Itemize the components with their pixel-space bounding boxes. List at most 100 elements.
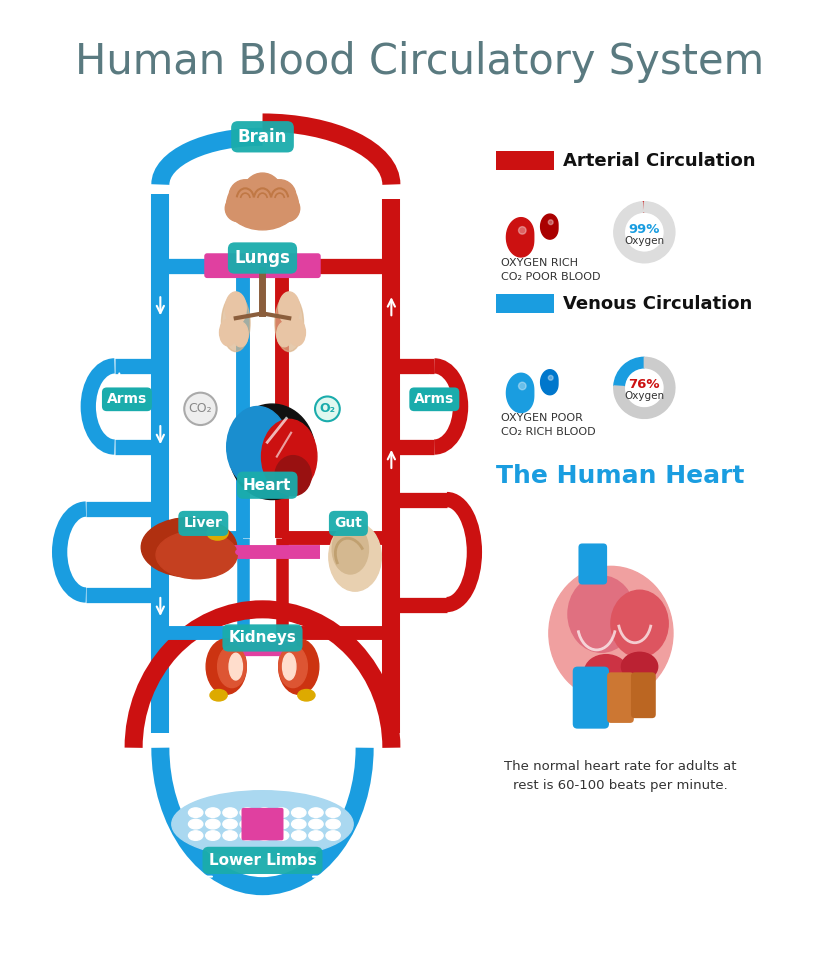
Ellipse shape: [291, 819, 306, 829]
Ellipse shape: [172, 791, 353, 858]
Ellipse shape: [326, 819, 340, 829]
Ellipse shape: [210, 690, 227, 701]
Text: Liver: Liver: [184, 516, 223, 530]
Ellipse shape: [223, 831, 237, 840]
Text: O₂: O₂: [319, 403, 335, 416]
Circle shape: [229, 179, 261, 213]
Ellipse shape: [611, 590, 668, 657]
Wedge shape: [614, 358, 644, 386]
Text: Lungs: Lungs: [234, 249, 291, 267]
Wedge shape: [643, 202, 644, 213]
Ellipse shape: [206, 819, 220, 829]
Polygon shape: [507, 218, 533, 257]
Circle shape: [518, 226, 526, 234]
Ellipse shape: [219, 319, 237, 346]
Ellipse shape: [188, 808, 202, 817]
Ellipse shape: [275, 819, 289, 829]
FancyBboxPatch shape: [241, 808, 283, 840]
Ellipse shape: [240, 819, 255, 829]
Text: The normal heart rate for adults at
rest is 60-100 beats per minute.: The normal heart rate for adults at rest…: [504, 760, 737, 793]
FancyBboxPatch shape: [579, 544, 607, 584]
Text: Oxygen: Oxygen: [624, 391, 664, 402]
Ellipse shape: [326, 808, 340, 817]
Circle shape: [549, 375, 553, 380]
Ellipse shape: [218, 646, 246, 688]
FancyBboxPatch shape: [496, 294, 554, 314]
Ellipse shape: [291, 808, 306, 817]
Text: The Human Heart: The Human Heart: [496, 464, 745, 488]
Circle shape: [225, 195, 252, 221]
Text: 76%: 76%: [628, 378, 660, 391]
FancyBboxPatch shape: [607, 672, 634, 723]
Ellipse shape: [298, 690, 315, 701]
Ellipse shape: [229, 404, 315, 500]
Ellipse shape: [326, 831, 340, 840]
Text: Kidneys: Kidneys: [228, 630, 297, 646]
Text: 99%: 99%: [628, 222, 660, 236]
Polygon shape: [541, 214, 558, 239]
FancyBboxPatch shape: [496, 151, 554, 171]
Wedge shape: [614, 358, 675, 418]
Text: Oxygen: Oxygen: [624, 236, 664, 246]
Polygon shape: [507, 373, 533, 413]
Ellipse shape: [275, 294, 303, 352]
Ellipse shape: [622, 653, 658, 681]
Ellipse shape: [223, 819, 237, 829]
Text: Arterial Circulation: Arterial Circulation: [563, 152, 756, 170]
Ellipse shape: [227, 407, 289, 488]
Ellipse shape: [223, 808, 237, 817]
Ellipse shape: [279, 646, 307, 688]
Ellipse shape: [288, 319, 306, 346]
Text: Venous Circulation: Venous Circulation: [563, 295, 753, 313]
Ellipse shape: [279, 292, 300, 325]
Circle shape: [244, 173, 281, 212]
Circle shape: [549, 220, 553, 224]
Ellipse shape: [279, 639, 319, 694]
Ellipse shape: [332, 524, 369, 574]
Circle shape: [264, 179, 296, 213]
Ellipse shape: [309, 831, 323, 840]
Circle shape: [273, 195, 300, 221]
Ellipse shape: [207, 526, 228, 540]
Ellipse shape: [275, 808, 289, 817]
Circle shape: [239, 189, 267, 218]
Ellipse shape: [257, 819, 271, 829]
Ellipse shape: [291, 831, 306, 840]
Text: Arms: Arms: [107, 392, 147, 407]
FancyBboxPatch shape: [631, 672, 656, 718]
Text: OXYGEN RICH
CO₂ POOR BLOOD: OXYGEN RICH CO₂ POOR BLOOD: [501, 259, 601, 282]
Ellipse shape: [222, 294, 250, 352]
Text: CO₂: CO₂: [189, 403, 213, 416]
Wedge shape: [614, 202, 675, 263]
Ellipse shape: [585, 655, 627, 688]
Ellipse shape: [240, 831, 255, 840]
Text: Arms: Arms: [414, 392, 454, 407]
Ellipse shape: [188, 831, 202, 840]
Ellipse shape: [275, 456, 311, 496]
Ellipse shape: [141, 517, 237, 577]
Text: Lower Limbs: Lower Limbs: [208, 853, 317, 868]
Polygon shape: [541, 369, 558, 395]
Ellipse shape: [206, 639, 246, 694]
Text: Heart: Heart: [243, 477, 291, 493]
Ellipse shape: [156, 531, 237, 579]
Circle shape: [518, 382, 526, 390]
FancyBboxPatch shape: [573, 666, 609, 729]
Ellipse shape: [227, 177, 298, 230]
Ellipse shape: [257, 831, 271, 840]
Ellipse shape: [188, 819, 202, 829]
Circle shape: [258, 189, 286, 218]
Ellipse shape: [309, 808, 323, 817]
Text: Human Blood Circulatory System: Human Blood Circulatory System: [76, 41, 764, 83]
Text: Gut: Gut: [334, 516, 362, 530]
Ellipse shape: [233, 322, 248, 347]
Ellipse shape: [257, 808, 271, 817]
Ellipse shape: [328, 522, 381, 591]
Ellipse shape: [568, 576, 635, 653]
Ellipse shape: [206, 831, 220, 840]
Circle shape: [245, 194, 280, 228]
Ellipse shape: [261, 419, 317, 494]
Ellipse shape: [282, 654, 296, 680]
Ellipse shape: [206, 808, 220, 817]
Ellipse shape: [277, 322, 292, 347]
